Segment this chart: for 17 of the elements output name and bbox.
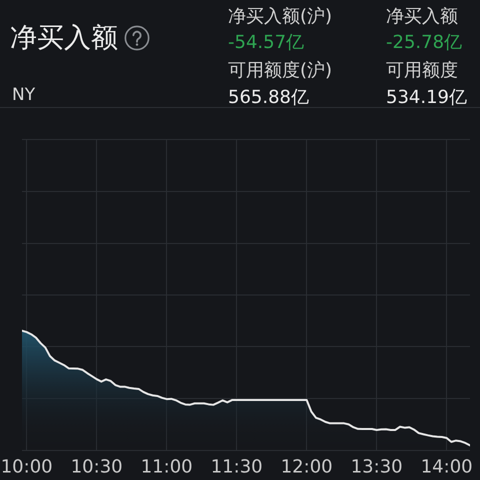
- x-tick-label: 10:00: [0, 456, 53, 478]
- chart-subtitle: NY: [12, 85, 36, 105]
- chart-title: 净买入额: [10, 22, 118, 54]
- text: -25.78亿: [386, 32, 462, 53]
- text: 净买入额(沪): [228, 6, 332, 27]
- text: -54.57亿: [228, 32, 304, 53]
- text: 可用额度: [386, 60, 458, 81]
- x-tick-label: 11:30: [210, 456, 263, 478]
- text: 可用额度(沪): [228, 60, 332, 81]
- x-tick-label: 10:30: [70, 456, 123, 478]
- text: 净买入额: [386, 6, 458, 27]
- x-tick-label: 14:00: [420, 456, 473, 478]
- x-tick-label: 13:30: [350, 456, 403, 478]
- text: 565.88亿: [228, 87, 309, 108]
- x-tick-label: 11:00: [140, 456, 193, 478]
- text: 534.19亿: [386, 87, 467, 108]
- x-tick-label: 12:00: [280, 456, 333, 478]
